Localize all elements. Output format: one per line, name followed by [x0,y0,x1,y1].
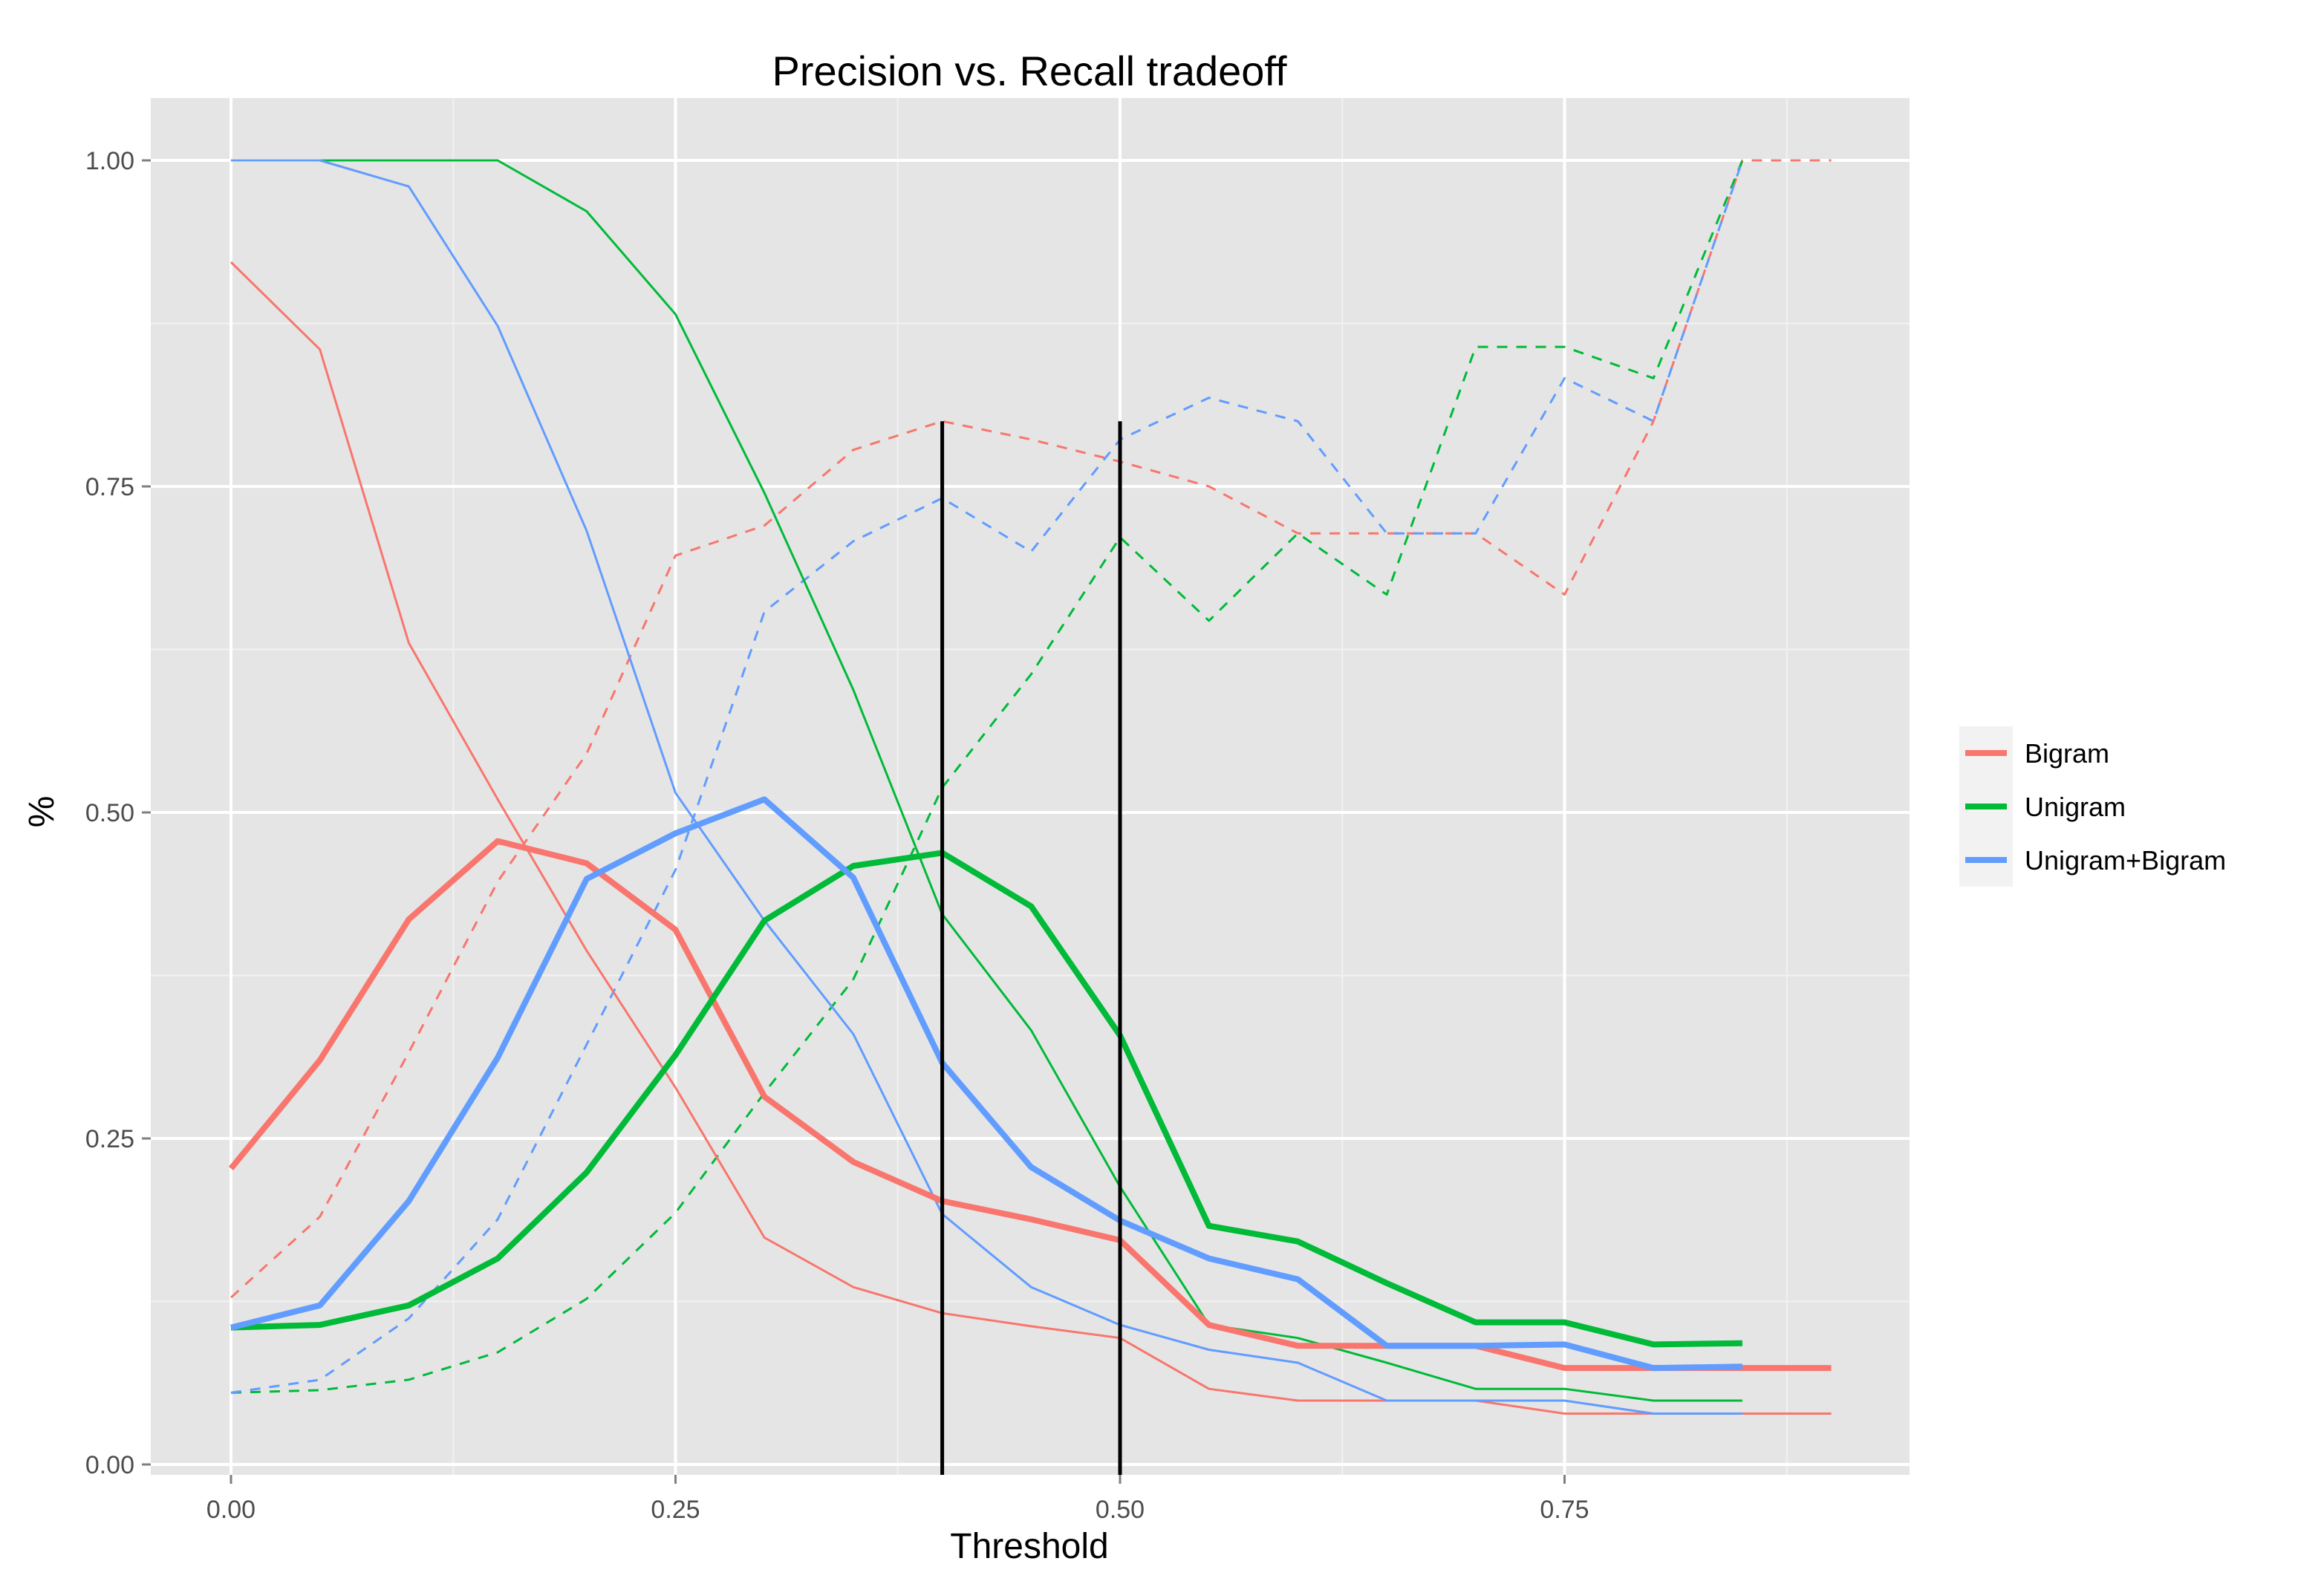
y-axis: 0.00 0.25 0.50 0.75 1.00 [85,147,151,1479]
series-line-unigram-bigram-thick [230,796,1742,1372]
series-line-unigram-bigram-dashed [230,160,1744,1394]
x-tick-label: 0.00 [206,1496,255,1524]
series-line-bigram-thin [230,261,1832,1415]
series-line-unigram-dashed [230,160,1744,1394]
legend: Bigram Unigram Unigram+Bigram [1959,726,2226,887]
vertical-lines [940,421,1122,1475]
y-tick-label: 0.25 [85,1125,134,1153]
y-tick-label: 1.00 [85,147,134,175]
x-axis-title: Threshold [950,1527,1108,1566]
x-tick-label: 0.75 [1540,1496,1589,1524]
legend-label: Bigram [2025,738,2109,769]
series-layer [228,159,1832,1415]
legend-label: Unigram+Bigram [2025,845,2226,876]
x-tick-label: 0.25 [651,1496,700,1524]
grid-minor [151,98,1910,1475]
y-tick-label: 0.75 [85,473,134,501]
series-line-bigram-dashed [230,159,1832,1299]
series-line-unigram-bigram-thin [231,159,1742,1415]
grid-major [151,98,1910,1475]
legend-label: Unigram [2025,792,2126,822]
plot-panel [151,98,1910,1475]
series-line-bigram-thick [228,838,1832,1372]
x-tick-label: 0.50 [1096,1496,1145,1524]
series-line-unigram-thick [230,850,1742,1348]
chart-title: Precision vs. Recall tradeoff [772,48,1286,94]
y-tick-label: 0.00 [85,1451,134,1479]
series-line-unigram-thin [231,159,1742,1402]
y-tick-label: 0.50 [85,799,134,827]
x-axis: 0.00 0.25 0.50 0.75 [206,1475,1589,1524]
y-axis-title: % [22,796,62,828]
